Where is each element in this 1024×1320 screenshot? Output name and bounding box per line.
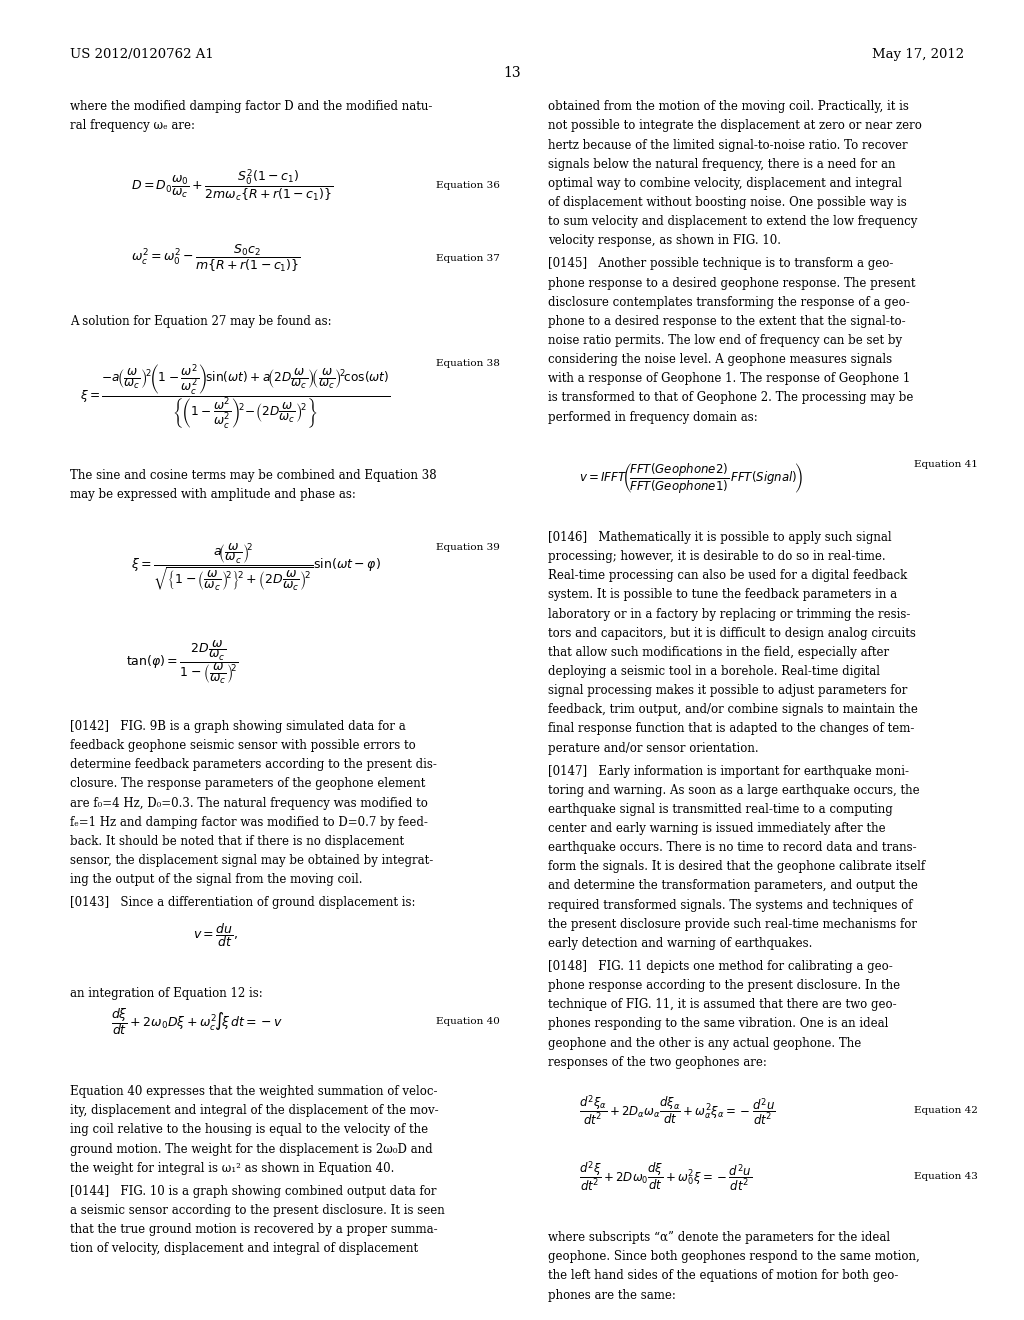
Text: phone to a desired response to the extent that the signal-to-: phone to a desired response to the exten… [548, 314, 905, 327]
Text: that allow such modifications in the field, especially after: that allow such modifications in the fie… [548, 645, 889, 659]
Text: technique of FIG. 11, it is assumed that there are two geo-: technique of FIG. 11, it is assumed that… [548, 998, 896, 1011]
Text: 13: 13 [503, 66, 521, 81]
Text: $\dfrac{d^2\xi}{dt^2} + 2D\omega_0\dfrac{d\xi}{dt} + \omega_0^2\xi = -\dfrac{d^2: $\dfrac{d^2\xi}{dt^2} + 2D\omega_0\dfrac… [579, 1160, 752, 1195]
Text: Equation 41: Equation 41 [914, 461, 978, 470]
Text: of displacement without boosting noise. One possible way is: of displacement without boosting noise. … [548, 195, 906, 209]
Text: earthquake signal is transmitted real-time to a computing: earthquake signal is transmitted real-ti… [548, 803, 893, 816]
Text: [0142]   FIG. 9B is a graph showing simulated data for a: [0142] FIG. 9B is a graph showing simula… [70, 721, 406, 733]
Text: considering the noise level. A geophone measures signals: considering the noise level. A geophone … [548, 352, 892, 366]
Text: obtained from the motion of the moving coil. Practically, it is: obtained from the motion of the moving c… [548, 100, 908, 114]
Text: form the signals. It is desired that the geophone calibrate itself: form the signals. It is desired that the… [548, 861, 925, 874]
Text: phone response according to the present disclosure. In the: phone response according to the present … [548, 979, 900, 993]
Text: May 17, 2012: May 17, 2012 [872, 48, 965, 61]
Text: a seismic sensor according to the present disclosure. It is seen: a seismic sensor according to the presen… [70, 1204, 444, 1217]
Text: ing coil relative to the housing is equal to the velocity of the: ing coil relative to the housing is equa… [70, 1123, 428, 1137]
Text: [0143]   Since a differentiation of ground displacement is:: [0143] Since a differentiation of ground… [70, 896, 415, 909]
Text: $\omega_c^2 = \omega_0^2 - \dfrac{S_0 c_2}{m\{R+r(1-c_1)\}}$: $\omega_c^2 = \omega_0^2 - \dfrac{S_0 c_… [131, 243, 301, 273]
Text: signal processing makes it possible to adjust parameters for: signal processing makes it possible to a… [548, 684, 907, 697]
Text: feedback geophone seismic sensor with possible errors to: feedback geophone seismic sensor with po… [70, 739, 416, 752]
Text: Real-time processing can also be used for a digital feedback: Real-time processing can also be used fo… [548, 569, 907, 582]
Text: ity, displacement and integral of the displacement of the mov-: ity, displacement and integral of the di… [70, 1105, 438, 1117]
Text: $v = \dfrac{du}{dt},$: $v = \dfrac{du}{dt},$ [193, 920, 238, 949]
Text: performed in frequency domain as:: performed in frequency domain as: [548, 411, 758, 424]
Text: A solution for Equation 27 may be found as:: A solution for Equation 27 may be found … [70, 315, 331, 327]
Text: perature and/or sensor orientation.: perature and/or sensor orientation. [548, 742, 759, 755]
Text: fₑ=1 Hz and damping factor was modified to D=0.7 by feed-: fₑ=1 Hz and damping factor was modified … [70, 816, 427, 829]
Text: Equation 38: Equation 38 [436, 359, 500, 368]
Text: Equation 43: Equation 43 [914, 1172, 978, 1181]
Text: center and early warning is issued immediately after the: center and early warning is issued immed… [548, 822, 886, 836]
Text: [0146]   Mathematically it is possible to apply such signal: [0146] Mathematically it is possible to … [548, 531, 892, 544]
Text: US 2012/0120762 A1: US 2012/0120762 A1 [70, 48, 213, 61]
Text: to sum velocity and displacement to extend the low frequency: to sum velocity and displacement to exte… [548, 215, 918, 228]
Text: Equation 40: Equation 40 [436, 1018, 500, 1027]
Text: tors and capacitors, but it is difficult to design analog circuits: tors and capacitors, but it is difficult… [548, 627, 915, 640]
Text: [0147]   Early information is important for earthquake moni-: [0147] Early information is important fo… [548, 764, 909, 777]
Text: responses of the two geophones are:: responses of the two geophones are: [548, 1056, 767, 1069]
Text: geophone. Since both geophones respond to the same motion,: geophone. Since both geophones respond t… [548, 1250, 920, 1263]
Text: phones are the same:: phones are the same: [548, 1288, 676, 1302]
Text: optimal way to combine velocity, displacement and integral: optimal way to combine velocity, displac… [548, 177, 902, 190]
Text: signals below the natural frequency, there is a need for an: signals below the natural frequency, the… [548, 157, 895, 170]
Text: geophone and the other is any actual geophone. The: geophone and the other is any actual geo… [548, 1036, 861, 1049]
Text: is transformed to that of Geophone 2. The processing may be: is transformed to that of Geophone 2. Th… [548, 391, 913, 404]
Text: Equation 36: Equation 36 [436, 181, 500, 190]
Text: [0148]   FIG. 11 depicts one method for calibrating a geo-: [0148] FIG. 11 depicts one method for ca… [548, 960, 893, 973]
Text: hertz because of the limited signal-to-noise ratio. To recover: hertz because of the limited signal-to-n… [548, 139, 907, 152]
Text: deploying a seismic tool in a borehole. Real-time digital: deploying a seismic tool in a borehole. … [548, 665, 880, 678]
Text: closure. The response parameters of the geophone element: closure. The response parameters of the … [70, 777, 425, 791]
Text: ral frequency ωₑ are:: ral frequency ωₑ are: [70, 119, 195, 132]
Text: earthquake occurs. There is no time to record data and trans-: earthquake occurs. There is no time to r… [548, 841, 916, 854]
Text: determine feedback parameters according to the present dis-: determine feedback parameters according … [70, 758, 436, 771]
Text: $\xi = \dfrac{-a\!\left(\dfrac{\omega}{\omega_c}\right)^{\!2}\!\left(1-\dfrac{\o: $\xi = \dfrac{-a\!\left(\dfrac{\omega}{\… [80, 362, 390, 430]
Text: Equation 39: Equation 39 [436, 543, 500, 552]
Text: where the modified damping factor D and the modified natu-: where the modified damping factor D and … [70, 100, 432, 114]
Text: ing the output of the signal from the moving coil.: ing the output of the signal from the mo… [70, 874, 362, 886]
Text: the present disclosure provide such real-time mechanisms for: the present disclosure provide such real… [548, 917, 916, 931]
Text: the left hand sides of the equations of motion for both geo-: the left hand sides of the equations of … [548, 1270, 898, 1282]
Text: sensor, the displacement signal may be obtained by integrat-: sensor, the displacement signal may be o… [70, 854, 433, 867]
Text: $\xi = \dfrac{a\!\left(\dfrac{\omega}{\omega_c}\right)^{\!2}}{\sqrt{\left\{1-\le: $\xi = \dfrac{a\!\left(\dfrac{\omega}{\o… [131, 541, 381, 593]
Text: disclosure contemplates transforming the response of a geo-: disclosure contemplates transforming the… [548, 296, 909, 309]
Text: [0144]   FIG. 10 is a graph showing combined output data for: [0144] FIG. 10 is a graph showing combin… [70, 1185, 436, 1197]
Text: final response function that is adapted to the changes of tem-: final response function that is adapted … [548, 722, 914, 735]
Text: where subscripts “α” denote the parameters for the ideal: where subscripts “α” denote the paramete… [548, 1232, 890, 1243]
Text: $\dfrac{d\xi}{dt} + 2\omega_0 D\xi + \omega_c^2\!\int\!\xi\,dt = -v$: $\dfrac{d\xi}{dt} + 2\omega_0 D\xi + \om… [111, 1006, 283, 1038]
Text: processing; however, it is desirable to do so in real-time.: processing; however, it is desirable to … [548, 550, 886, 564]
Text: and determine the transformation parameters, and output the: and determine the transformation paramet… [548, 879, 918, 892]
Text: velocity response, as shown in FIG. 10.: velocity response, as shown in FIG. 10. [548, 234, 781, 247]
Text: $\tan(\varphi) = \dfrac{2D\dfrac{\omega}{\omega_c}}{1-\left(\dfrac{\omega}{\omeg: $\tan(\varphi) = \dfrac{2D\dfrac{\omega}… [126, 638, 239, 686]
Text: tion of velocity, displacement and integral of displacement: tion of velocity, displacement and integ… [70, 1242, 418, 1255]
Text: toring and warning. As soon as a large earthquake occurs, the: toring and warning. As soon as a large e… [548, 784, 920, 797]
Text: back. It should be noted that if there is no displacement: back. It should be noted that if there i… [70, 836, 403, 847]
Text: feedback, trim output, and/or combine signals to maintain the: feedback, trim output, and/or combine si… [548, 704, 918, 717]
Text: may be expressed with amplitude and phase as:: may be expressed with amplitude and phas… [70, 488, 355, 502]
Text: are f₀=4 Hz, D₀=0.3. The natural frequency was modified to: are f₀=4 Hz, D₀=0.3. The natural frequen… [70, 797, 427, 809]
Text: $\dfrac{d^2\xi_\alpha}{dt^2} + 2D_\alpha\omega_\alpha\dfrac{d\xi_\alpha}{dt} + \: $\dfrac{d^2\xi_\alpha}{dt^2} + 2D_\alpha… [579, 1094, 775, 1129]
Text: phones responding to the same vibration. One is an ideal: phones responding to the same vibration.… [548, 1018, 888, 1031]
Text: Equation 40 expresses that the weighted summation of veloc-: Equation 40 expresses that the weighted … [70, 1085, 437, 1098]
Text: noise ratio permits. The low end of frequency can be set by: noise ratio permits. The low end of freq… [548, 334, 902, 347]
Text: the weight for integral is ω₁² as shown in Equation 40.: the weight for integral is ω₁² as shown … [70, 1162, 394, 1175]
Text: that the true ground motion is recovered by a proper summa-: that the true ground motion is recovered… [70, 1224, 437, 1236]
Text: Equation 42: Equation 42 [914, 1106, 978, 1115]
Text: $v = IFFT\!\left(\!\dfrac{FFT(Geophone2)}{FFT(Geophone1)}\,FFT(Signal)\!\right)$: $v = IFFT\!\left(\!\dfrac{FFT(Geophone2)… [579, 461, 803, 495]
Text: not possible to integrate the displacement at zero or near zero: not possible to integrate the displaceme… [548, 119, 922, 132]
Text: with a response of Geophone 1. The response of Geophone 1: with a response of Geophone 1. The respo… [548, 372, 910, 385]
Text: The sine and cosine terms may be combined and Equation 38: The sine and cosine terms may be combine… [70, 469, 436, 482]
Text: early detection and warning of earthquakes.: early detection and warning of earthquak… [548, 937, 812, 950]
Text: ground motion. The weight for the displacement is 2ω₀D and: ground motion. The weight for the displa… [70, 1143, 432, 1155]
Text: system. It is possible to tune the feedback parameters in a: system. It is possible to tune the feedb… [548, 589, 897, 602]
Text: phone response to a desired geophone response. The present: phone response to a desired geophone res… [548, 276, 915, 289]
Text: required transformed signals. The systems and techniques of: required transformed signals. The system… [548, 899, 912, 912]
Text: Equation 37: Equation 37 [436, 253, 500, 263]
Text: laboratory or in a factory by replacing or trimming the resis-: laboratory or in a factory by replacing … [548, 607, 910, 620]
Text: [0145]   Another possible technique is to transform a geo-: [0145] Another possible technique is to … [548, 257, 893, 271]
Text: an integration of Equation 12 is:: an integration of Equation 12 is: [70, 987, 262, 1001]
Text: $D = D_0\dfrac{\omega_0}{\omega_c} + \dfrac{S_0^2(1-c_1)}{2m\omega_c\{R+r(1-c_1): $D = D_0\dfrac{\omega_0}{\omega_c} + \df… [131, 168, 333, 203]
